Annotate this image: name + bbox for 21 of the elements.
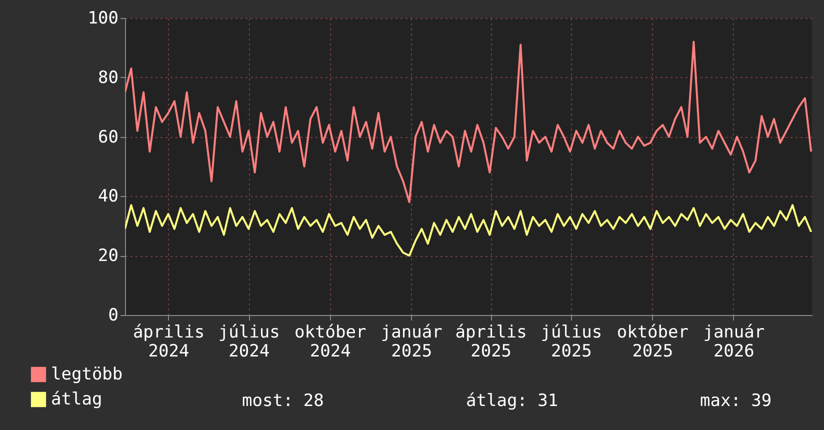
x-tick-label: július 2025 — [540, 322, 602, 362]
text: max: 39 — [700, 391, 772, 411]
legend-label: legtöbb — [51, 364, 123, 384]
line-series — [125, 204, 812, 257]
x-tick-label: január 2025 — [380, 322, 442, 362]
y-tick-label: 100 — [88, 8, 118, 28]
y-tick-label: 40 — [98, 186, 118, 207]
text: most: 28 — [242, 391, 324, 411]
x-tick-label: október 2025 — [616, 322, 688, 362]
legend-label: átlag — [51, 390, 102, 410]
x-tick-label: január 2026 — [703, 322, 765, 362]
x-tick-label: október 2024 — [294, 322, 366, 362]
y-tick-label: 60 — [98, 127, 118, 148]
line-series — [125, 40, 812, 204]
x-tick-label: július 2024 — [218, 322, 280, 362]
y-tick-label: 0 — [108, 306, 118, 326]
y-tick-label: 20 — [98, 246, 118, 266]
y-tick-label: 80 — [98, 68, 118, 88]
x-tick-label: április 2025 — [455, 322, 527, 362]
text: átlag: 31 — [466, 391, 558, 411]
x-tick-label: április 2024 — [132, 322, 205, 362]
